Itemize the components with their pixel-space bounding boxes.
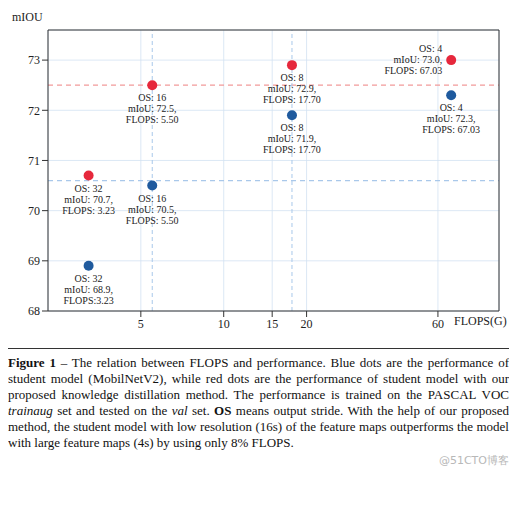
svg-text:69: 69	[28, 254, 40, 268]
html-text:@51CTO博客: @51CTO博客	[438, 454, 509, 467]
svg-text:mIoU: 72.5,: mIoU: 72.5,	[128, 103, 177, 114]
svg-text:68: 68	[28, 304, 40, 318]
svg-text:71: 71	[28, 154, 40, 168]
html-text:Figure 1 – The relation betwee: Figure 1 – The relation between FLOPS an…	[8, 355, 509, 402]
svg-text:OS: 8: OS: 8	[280, 72, 303, 83]
svg-text:OS: 4: OS: 4	[419, 43, 442, 54]
svg-text:mIoU: 73.0,: mIoU: 73.0,	[394, 54, 443, 65]
svg-text:mIoU: 72.3,: mIoU: 72.3,	[427, 113, 476, 124]
svg-text:OS: 32: OS: 32	[75, 273, 103, 284]
svg-text:OS: 4: OS: 4	[440, 102, 463, 113]
svg-text:OS: 32: OS: 32	[75, 183, 103, 194]
svg-text:73: 73	[28, 53, 40, 67]
svg-text:FLOPS: 67.03: FLOPS: 67.03	[384, 65, 442, 76]
svg-text:70: 70	[28, 204, 40, 218]
svg-text:72: 72	[28, 104, 40, 118]
svg-text:FLOPS: 5.50: FLOPS: 5.50	[126, 215, 179, 226]
svg-text:mIoU: 70.5,: mIoU: 70.5,	[128, 204, 177, 215]
svg-text:FLOPS:3.23: FLOPS:3.23	[63, 295, 113, 306]
html-text:trainaug set and tested on the: trainaug set and tested on the val set. …	[8, 403, 509, 450]
svg-text:FLOPS: 3.23: FLOPS: 3.23	[62, 205, 115, 216]
svg-text:mIoU: 68.9,: mIoU: 68.9,	[64, 284, 113, 295]
svg-text:FLOPS: 5.50: FLOPS: 5.50	[126, 114, 179, 125]
svg-text:FLOPS: 17.70: FLOPS: 17.70	[263, 144, 321, 155]
svg-text:60: 60	[432, 317, 444, 331]
svg-text:15: 15	[266, 317, 278, 331]
svg-text:mIoU: 72.9,: mIoU: 72.9,	[268, 83, 317, 94]
svg-text:FLOPS: 17.70: FLOPS: 17.70	[263, 94, 321, 105]
svg-text:FLOPS: 67.03: FLOPS: 67.03	[422, 124, 480, 135]
svg-text:OS: 16: OS: 16	[138, 92, 166, 103]
html-text:FLOPS(G): FLOPS(G)	[454, 314, 507, 328]
svg-text:20: 20	[301, 317, 313, 331]
svg-text:OS: 16: OS: 16	[138, 193, 166, 204]
svg-text:10: 10	[218, 317, 230, 331]
svg-text:mIoU: 70.7,: mIoU: 70.7,	[64, 194, 113, 205]
html-text:mIOU: mIOU	[12, 10, 43, 24]
svg-text:OS: 8: OS: 8	[280, 122, 303, 133]
svg-text:mIoU: 71.9,: mIoU: 71.9,	[268, 133, 317, 144]
svg-text:5: 5	[138, 317, 144, 331]
